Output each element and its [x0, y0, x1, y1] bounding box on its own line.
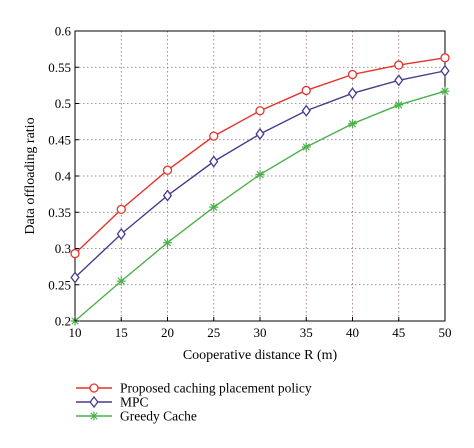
x-axis-title: Cooperative distance R (m) — [183, 348, 338, 363]
data-point — [440, 86, 450, 96]
series-2 — [70, 64, 450, 284]
data-point — [347, 87, 358, 100]
y-tick-label: 0.6 — [55, 24, 72, 39]
y-tick-label: 0.35 — [48, 205, 71, 220]
x-tick-label: 40 — [346, 325, 359, 340]
x-tick-label: 35 — [300, 325, 313, 340]
y-axis-title: Data offloading ratio — [23, 117, 38, 234]
data-point — [209, 155, 219, 168]
data-point — [255, 127, 265, 141]
data-point — [116, 276, 126, 286]
legend-label: MPC — [120, 395, 149, 410]
data-point — [440, 53, 450, 63]
series-line — [74, 90, 446, 322]
series-layer — [70, 53, 450, 326]
data-point — [116, 204, 126, 215]
data-point — [394, 100, 404, 110]
grid-lines — [75, 31, 445, 321]
legend-marker — [89, 383, 99, 393]
data-point — [394, 60, 404, 70]
data-point — [255, 170, 265, 180]
y-tick-label: 0.25 — [48, 277, 71, 292]
y-tick-label: 0.4 — [55, 169, 72, 184]
legend-marker — [89, 395, 99, 409]
data-point — [70, 271, 80, 284]
x-tick-label: 10 — [69, 325, 82, 340]
x-tick-label: 15 — [115, 325, 128, 340]
data-point — [394, 74, 404, 87]
data-point — [209, 131, 219, 141]
legend-entry-1: Proposed caching placement policy — [76, 381, 312, 396]
legend-label: Proposed caching placement policy — [120, 381, 312, 396]
legend-entry-2: MPC — [76, 395, 149, 410]
x-tick-label: 45 — [392, 325, 405, 340]
series-1 — [70, 53, 450, 259]
data-point — [209, 202, 219, 212]
legend-entry-3: Greedy Cache — [76, 409, 197, 424]
data-point — [116, 227, 126, 241]
x-tick-label: 30 — [254, 325, 267, 340]
data-point — [301, 142, 311, 152]
x-tick-label: 25 — [207, 325, 220, 340]
series-3 — [70, 86, 450, 326]
legend: Proposed caching placement policyMPCGree… — [76, 381, 312, 424]
x-tick-label: 20 — [161, 325, 174, 340]
data-point — [162, 189, 173, 202]
y-tick-label: 0.45 — [48, 132, 71, 147]
y-tick-label: 0.3 — [55, 241, 71, 256]
data-point — [347, 69, 358, 80]
data-point — [70, 248, 80, 259]
data-point — [301, 85, 311, 96]
data-point — [255, 106, 265, 116]
x-tick-label: 50 — [439, 325, 452, 340]
legend-marker — [89, 411, 99, 421]
data-point — [440, 64, 450, 77]
data-point — [163, 238, 172, 248]
y-tick-label: 0.55 — [48, 60, 71, 75]
data-point — [162, 165, 173, 175]
axis-ticks: 10 15 20 25 30 35 40 45 50 0.2 0.25 0.3 0.35 0.4 0.45 0… — [48, 24, 451, 341]
y-tick-label: 0.2 — [55, 314, 71, 329]
data-point — [348, 119, 357, 129]
y-tick-label: 0.5 — [55, 96, 71, 111]
legend-label: Greedy Cache — [120, 409, 197, 424]
data-point — [301, 104, 311, 117]
